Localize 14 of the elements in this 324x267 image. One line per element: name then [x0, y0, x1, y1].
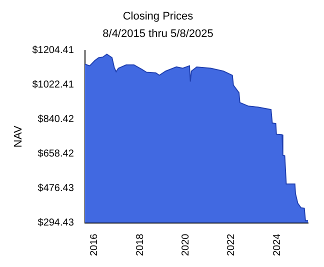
x-tick-label: 2020 [180, 233, 192, 256]
x-tick-label: 2016 [89, 233, 100, 256]
x-tick-label: 2018 [134, 233, 146, 256]
x-tick-label: 2022 [226, 233, 238, 256]
chart-title: Closing Prices [122, 10, 194, 23]
y-tick-label: $658.42 [38, 148, 74, 160]
y-tick-label: $294.43 [38, 218, 74, 229]
y-tick-label: $1204.41 [32, 45, 74, 56]
y-tick-label: $840.42 [38, 114, 74, 126]
y-tick-label: $476.43 [38, 183, 74, 194]
y-tick-label: $1022.41 [32, 80, 74, 91]
y-axis-title: NAV [12, 125, 25, 148]
x-tick-label: 2024 [272, 233, 283, 256]
chart-subtitle: 8/4/2015 thru 5/8/2025 [102, 28, 214, 40]
